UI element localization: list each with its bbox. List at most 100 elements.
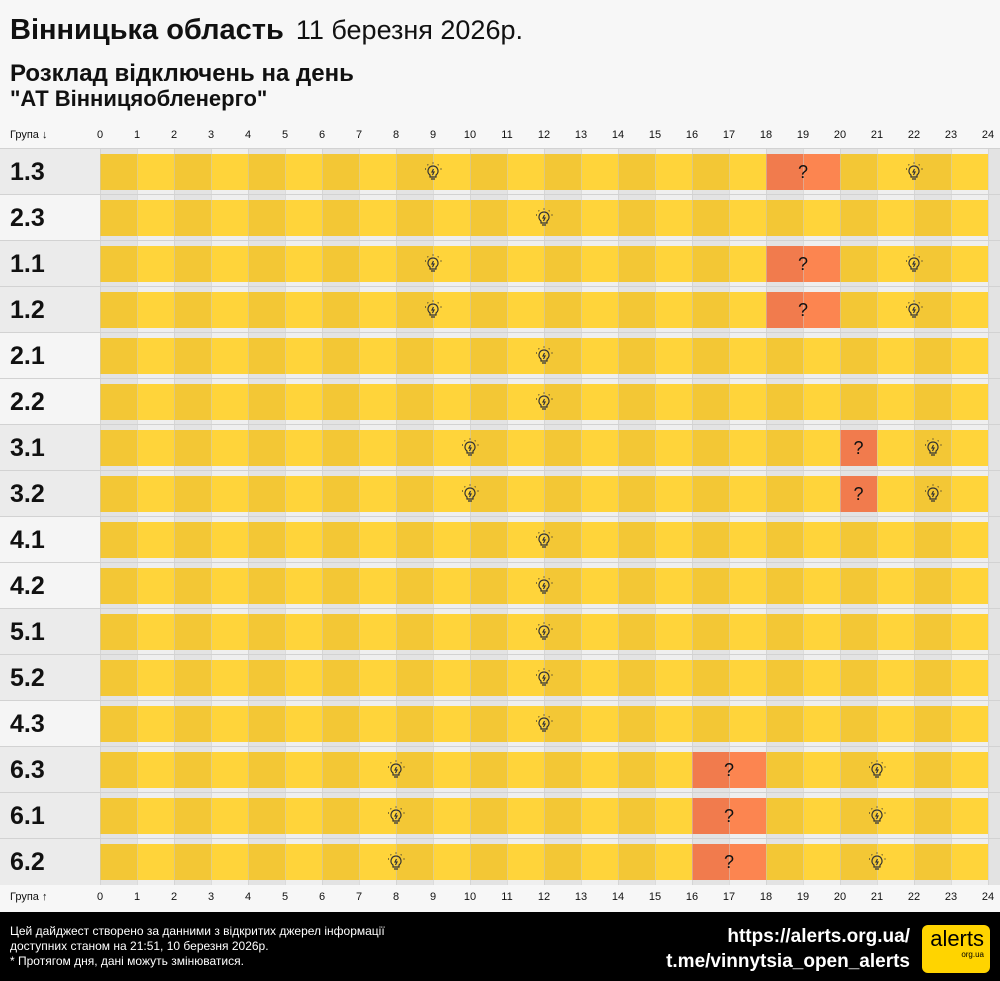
power-on-cell[interactable] [544, 614, 581, 650]
power-on-cell[interactable] [174, 522, 211, 558]
power-on-cell[interactable] [100, 154, 137, 190]
power-on-cell[interactable] [100, 200, 137, 236]
power-on-cell[interactable] [877, 338, 914, 374]
power-on-cell[interactable] [729, 522, 766, 558]
power-on-cell[interactable] [248, 522, 285, 558]
power-on-cell[interactable] [544, 476, 581, 512]
power-on-cell[interactable] [174, 798, 211, 834]
power-on-cell[interactable] [285, 752, 322, 788]
power-on-cell[interactable] [322, 200, 359, 236]
power-on-cell[interactable] [359, 292, 396, 328]
power-on-cell[interactable] [766, 798, 803, 834]
power-on-cell[interactable] [507, 246, 544, 282]
power-on-cell[interactable] [951, 430, 988, 466]
power-on-cell[interactable] [951, 752, 988, 788]
power-on-cell[interactable] [433, 246, 470, 282]
power-on-cell[interactable] [433, 568, 470, 604]
power-on-cell[interactable] [618, 798, 655, 834]
power-on-cell[interactable] [470, 660, 507, 696]
power-on-cell[interactable] [692, 338, 729, 374]
power-on-cell[interactable] [544, 292, 581, 328]
power-on-cell[interactable] [396, 292, 433, 328]
power-on-cell[interactable] [211, 752, 248, 788]
power-on-cell[interactable] [507, 338, 544, 374]
power-on-cell[interactable] [248, 568, 285, 604]
power-on-cell[interactable] [137, 844, 174, 880]
power-on-cell[interactable] [211, 200, 248, 236]
power-on-cell[interactable] [470, 154, 507, 190]
power-on-cell[interactable] [618, 614, 655, 650]
power-on-cell[interactable] [137, 430, 174, 466]
power-on-cell[interactable] [285, 292, 322, 328]
power-on-cell[interactable] [914, 706, 951, 742]
power-on-cell[interactable] [766, 706, 803, 742]
power-on-cell[interactable] [951, 798, 988, 834]
power-on-cell[interactable] [433, 476, 470, 512]
power-on-cell[interactable] [951, 154, 988, 190]
power-on-cell[interactable] [396, 752, 433, 788]
power-on-cell[interactable] [359, 614, 396, 650]
power-on-cell[interactable] [766, 522, 803, 558]
power-on-cell[interactable] [507, 430, 544, 466]
power-on-cell[interactable] [544, 338, 581, 374]
power-on-cell[interactable] [692, 614, 729, 650]
power-on-cell[interactable] [766, 476, 803, 512]
power-on-cell[interactable] [803, 476, 840, 512]
power-on-cell[interactable] [877, 246, 914, 282]
power-on-cell[interactable] [581, 476, 618, 512]
power-on-cell[interactable] [470, 430, 507, 466]
power-on-cell[interactable] [692, 568, 729, 604]
power-on-cell[interactable] [359, 752, 396, 788]
power-on-cell[interactable] [285, 798, 322, 834]
power-on-cell[interactable] [655, 798, 692, 834]
power-on-cell[interactable] [174, 706, 211, 742]
power-on-cell[interactable] [914, 246, 951, 282]
power-on-cell[interactable] [840, 200, 877, 236]
group-sort-label-bottom[interactable]: Група ↑ [10, 891, 48, 903]
power-on-cell[interactable] [803, 660, 840, 696]
power-on-cell[interactable] [692, 430, 729, 466]
power-on-cell[interactable] [507, 706, 544, 742]
power-on-cell[interactable] [914, 798, 951, 834]
power-on-cell[interactable] [914, 660, 951, 696]
power-on-cell[interactable] [692, 476, 729, 512]
power-on-cell[interactable] [618, 246, 655, 282]
possible-outage-cell[interactable] [692, 844, 729, 880]
power-on-cell[interactable] [433, 798, 470, 834]
power-on-cell[interactable] [396, 384, 433, 420]
power-on-cell[interactable] [729, 706, 766, 742]
power-on-cell[interactable] [877, 200, 914, 236]
power-on-cell[interactable] [692, 200, 729, 236]
power-on-cell[interactable] [322, 246, 359, 282]
power-on-cell[interactable] [174, 246, 211, 282]
power-on-cell[interactable] [729, 384, 766, 420]
possible-outage-cell[interactable] [803, 154, 840, 190]
power-on-cell[interactable] [618, 844, 655, 880]
power-on-cell[interactable] [914, 568, 951, 604]
power-on-cell[interactable] [100, 660, 137, 696]
power-on-cell[interactable] [729, 338, 766, 374]
power-on-cell[interactable] [544, 798, 581, 834]
power-on-cell[interactable] [100, 568, 137, 604]
power-on-cell[interactable] [766, 568, 803, 604]
power-on-cell[interactable] [359, 660, 396, 696]
power-on-cell[interactable] [581, 660, 618, 696]
power-on-cell[interactable] [618, 200, 655, 236]
power-on-cell[interactable] [248, 246, 285, 282]
power-on-cell[interactable] [322, 522, 359, 558]
power-on-cell[interactable] [248, 844, 285, 880]
possible-outage-cell[interactable] [803, 292, 840, 328]
power-on-cell[interactable] [470, 338, 507, 374]
power-on-cell[interactable] [470, 706, 507, 742]
power-on-cell[interactable] [137, 522, 174, 558]
power-on-cell[interactable] [137, 706, 174, 742]
power-on-cell[interactable] [211, 292, 248, 328]
power-on-cell[interactable] [544, 154, 581, 190]
power-on-cell[interactable] [359, 200, 396, 236]
power-on-cell[interactable] [174, 200, 211, 236]
power-on-cell[interactable] [174, 154, 211, 190]
power-on-cell[interactable] [396, 476, 433, 512]
power-on-cell[interactable] [581, 430, 618, 466]
power-on-cell[interactable] [507, 476, 544, 512]
power-on-cell[interactable] [248, 798, 285, 834]
